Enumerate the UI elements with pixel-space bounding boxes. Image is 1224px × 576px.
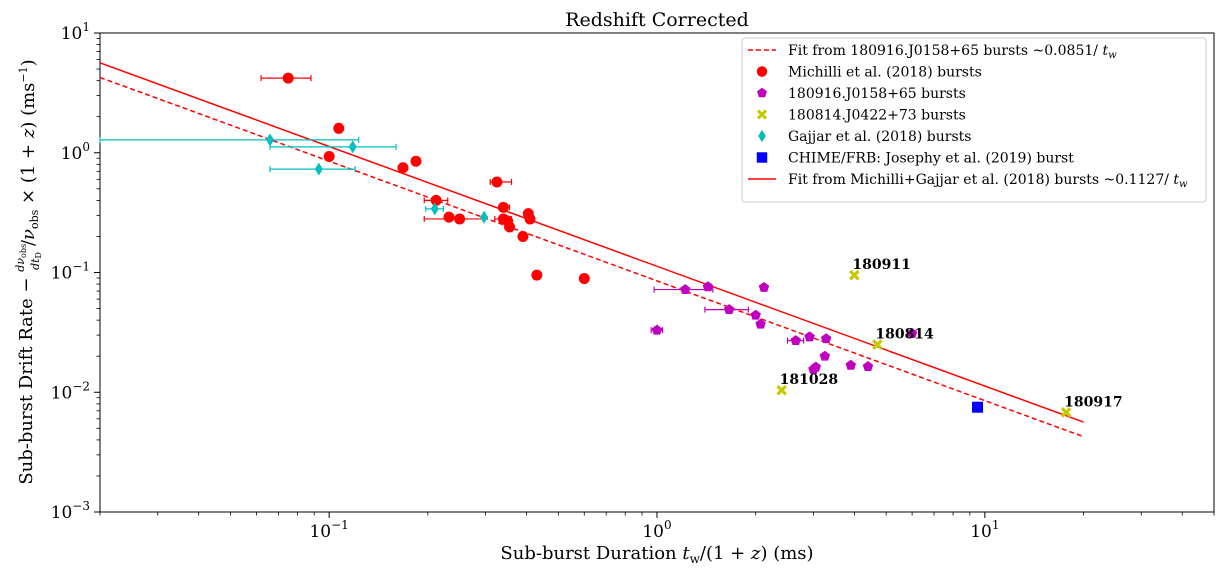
legend-label: 180916.J0158+65 bursts: [788, 86, 966, 102]
point-annotation: 180917: [1064, 394, 1122, 410]
data-point: [430, 194, 442, 206]
data-point: [819, 350, 831, 361]
data-point: [723, 304, 735, 315]
data-point: [790, 335, 801, 346]
data-point: [872, 339, 883, 350]
y-tick-label: 10−2: [51, 379, 90, 403]
series-3: [99, 133, 489, 224]
data-point: [480, 210, 489, 224]
axis-ticks: 10−1 100 101 10−3 10−2 10−1 100 101: [51, 20, 1215, 542]
legend-marker: [757, 87, 767, 98]
legend-marker: [756, 109, 768, 120]
legend-label: 180814.J0422+73 bursts: [788, 108, 966, 124]
series-2: 181028 180911 180814 180917: [776, 257, 1123, 418]
data-point: [491, 176, 503, 188]
data-point: [680, 284, 691, 295]
legend-item: Gajjar et al. (2018) bursts: [758, 129, 971, 145]
legend-marker: [756, 152, 768, 163]
data-point: [504, 221, 516, 233]
data-point: [454, 213, 466, 225]
x-stroke: [756, 109, 768, 120]
x-stroke: [872, 339, 883, 350]
series-1: [650, 281, 918, 374]
chart-title: Redshift Corrected: [565, 9, 749, 31]
data-point: [702, 281, 714, 292]
legend: Fit from 180916.J0158+65 bursts ~0.0851/…: [741, 37, 1207, 203]
x-axis-label: Sub-burst Duration tw/(1 + z) (ms): [500, 543, 813, 566]
legend-label: CHIME/FRB: Josephy et al. (2019) burst: [788, 151, 1074, 167]
legend-item: CHIME/FRB: Josephy et al. (2019) burst: [756, 151, 1074, 167]
x-tick-label: 101: [970, 518, 999, 542]
fit-lines: [99, 62, 1084, 438]
x-tick-label: 100: [642, 518, 671, 542]
data-point: [906, 327, 918, 338]
legend-item: Fit from Michilli+Gajjar et al. (2018) b…: [748, 172, 1188, 190]
data-point: [750, 309, 761, 320]
legend-marker: [756, 66, 768, 77]
data-point: [430, 202, 439, 216]
data-point: [531, 269, 543, 281]
data-point: [758, 281, 770, 292]
legend-label: Michilli et al. (2018) bursts: [788, 65, 982, 81]
data-point: [755, 318, 766, 329]
legend-box: [741, 37, 1207, 203]
y-tick-label: 100: [61, 140, 90, 164]
legend-item: Michilli et al. (2018) bursts: [756, 65, 982, 81]
data-point: [348, 140, 357, 154]
data-point: [578, 273, 590, 285]
data-points: 181028 180911 180814 180917: [99, 72, 1123, 418]
svg-text:Sub-burst Drift Rate − dνobsd: Sub-burst Drift Rate − dνobsdtD/νobs × (…: [14, 59, 43, 484]
y-axis-label: Sub-burst Drift Rate − dνobsdtD/νobs × (…: [14, 59, 43, 484]
data-point: [845, 359, 857, 370]
data-point: [810, 361, 822, 372]
fit-line-180916: [99, 76, 1084, 438]
data-point: [1060, 406, 1072, 418]
x-stroke: [849, 269, 860, 281]
data-point: [820, 333, 832, 344]
data-point: [524, 213, 536, 225]
x-stroke: [1060, 406, 1072, 418]
x-stroke: [776, 384, 787, 396]
data-point: [282, 72, 294, 84]
data-point: [776, 384, 787, 396]
data-point: [517, 230, 529, 242]
point-annotation: 181028: [780, 372, 838, 388]
x-tick-label: 10−1: [309, 518, 348, 542]
data-point: [849, 269, 860, 281]
series-0: [260, 72, 590, 285]
y-tick-label: 101: [61, 20, 90, 44]
data-point: [862, 361, 874, 371]
data-point: [265, 133, 274, 147]
fit-line-michilli-gajjar: [99, 62, 1084, 423]
legend-label: Gajjar et al. (2018) bursts: [788, 129, 971, 145]
series-4: [972, 401, 984, 413]
data-point: [651, 324, 663, 335]
legend-item: 180814.J0422+73 bursts: [756, 108, 966, 124]
y-tick-label: 10−1: [51, 260, 90, 284]
point-annotation: 180814: [875, 327, 934, 343]
legend-label: Fit from Michilli+Gajjar et al. (2018) b…: [788, 172, 1188, 190]
legend-marker: [758, 129, 766, 143]
legend-item: 180916.J0158+65 bursts: [757, 86, 966, 102]
data-point: [410, 155, 422, 167]
legend-label: Fit from 180916.J0158+65 bursts ~0.0851/…: [788, 43, 1117, 61]
data-point: [972, 401, 984, 413]
data-point: [443, 211, 455, 223]
point-annotation: 180911: [852, 257, 910, 273]
data-point: [314, 162, 323, 176]
data-point: [497, 201, 509, 213]
data-point: [397, 162, 409, 174]
data-point: [804, 331, 815, 342]
y-tick-label: 10−3: [51, 499, 90, 523]
data-point: [323, 151, 335, 163]
legend-item: Fit from 180916.J0158+65 bursts ~0.0851/…: [748, 43, 1117, 61]
data-point: [333, 122, 345, 134]
